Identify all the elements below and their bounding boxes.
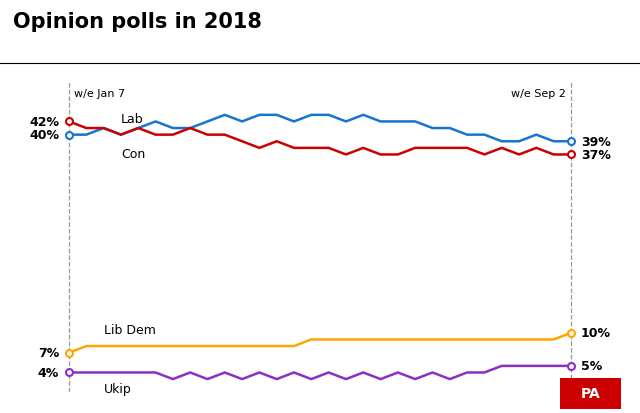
Text: 42%: 42% [29,116,59,128]
Text: Con: Con [121,147,145,160]
Text: PA: PA [580,387,600,400]
Text: 40%: 40% [29,129,59,142]
Text: Opinion polls in 2018: Opinion polls in 2018 [13,12,262,32]
Text: 5%: 5% [581,359,602,373]
Text: 4%: 4% [38,366,59,379]
Text: w/e Jan 7: w/e Jan 7 [74,89,125,99]
Text: 39%: 39% [581,135,611,148]
Text: Ukip: Ukip [104,382,131,395]
Text: w/e Sep 2: w/e Sep 2 [511,89,566,99]
Text: Lib Dem: Lib Dem [104,323,156,336]
Text: 10%: 10% [581,327,611,339]
Text: 7%: 7% [38,347,59,359]
Text: 37%: 37% [581,149,611,161]
Text: Lab: Lab [121,112,143,126]
